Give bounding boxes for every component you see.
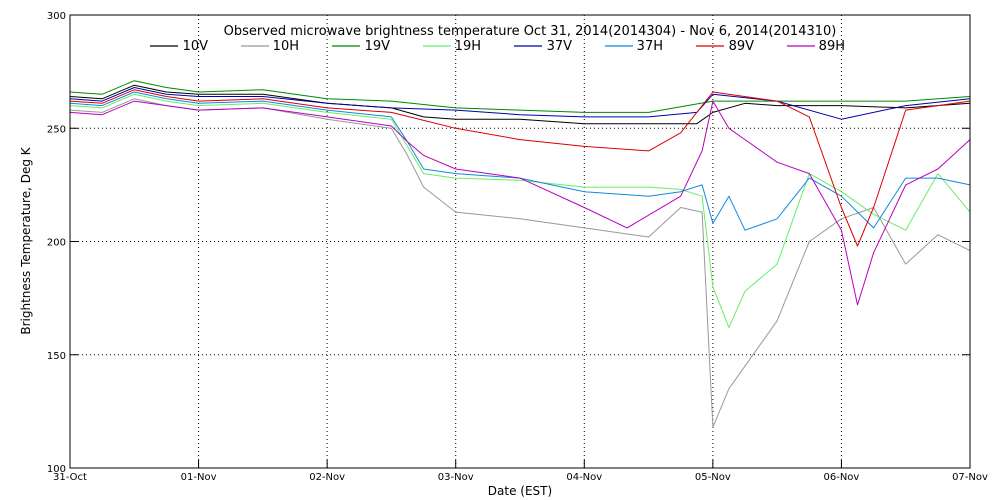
legend-label: 10V xyxy=(183,39,209,54)
y-tick-label: 300 xyxy=(47,11,66,22)
legend-item: 37V xyxy=(514,39,572,54)
legend-item: 37H xyxy=(605,39,663,54)
y-axis-label: Brightness Temperature, Deg K xyxy=(19,146,33,334)
legend: 10V 10H 19V 19H 37V 37H 89V 89H xyxy=(150,39,845,54)
series-line-10h xyxy=(69,98,971,428)
series-line-10v xyxy=(69,84,971,125)
series-line-89v xyxy=(69,89,971,247)
series-line-19v xyxy=(69,80,971,113)
series-line-89h xyxy=(69,100,971,306)
x-tick-label: 31-Oct xyxy=(53,472,87,483)
grid xyxy=(70,15,970,468)
x-axis-label: Date (EST) xyxy=(488,484,552,498)
legend-label: 10H xyxy=(273,39,299,54)
y-tick-label: 100 xyxy=(47,464,66,475)
x-tick-label: 03-Nov xyxy=(438,472,474,483)
axis-ticks: 100 150 200 250 300 31-Oct 01-Nov 02-Nov 03-Nov 0… xyxy=(47,11,988,483)
legend-label: 37V xyxy=(547,39,573,54)
y-tick-label: 150 xyxy=(47,351,66,362)
legend-item: 89V xyxy=(696,39,754,54)
legend-item: 10H xyxy=(241,39,299,54)
legend-label: 89V xyxy=(729,39,755,54)
series-line-37h xyxy=(69,91,971,231)
chart-title: Observed microwave brightness temperatur… xyxy=(224,24,837,39)
legend-item: 89H xyxy=(787,39,845,54)
legend-item: 19H xyxy=(423,39,481,54)
series-lines xyxy=(69,80,971,428)
legend-label: 37H xyxy=(637,39,663,54)
legend-label: 19H xyxy=(455,39,481,54)
y-tick-label: 200 xyxy=(47,238,66,249)
x-tick-label: 06-Nov xyxy=(823,472,859,483)
x-tick-label: 04-Nov xyxy=(566,472,602,483)
legend-item: 19V xyxy=(332,39,390,54)
legend-label: 19V xyxy=(365,39,391,54)
series-line-19h xyxy=(69,93,971,329)
legend-label: 89H xyxy=(819,39,845,54)
x-tick-label: 07-Nov xyxy=(952,472,988,483)
x-tick-label: 02-Nov xyxy=(309,472,345,483)
x-tick-label: 01-Nov xyxy=(181,472,217,483)
x-tick-label: 05-Nov xyxy=(695,472,731,483)
y-tick-label: 250 xyxy=(47,124,66,135)
legend-item: 10V xyxy=(150,39,208,54)
series-line-37v xyxy=(69,87,971,120)
